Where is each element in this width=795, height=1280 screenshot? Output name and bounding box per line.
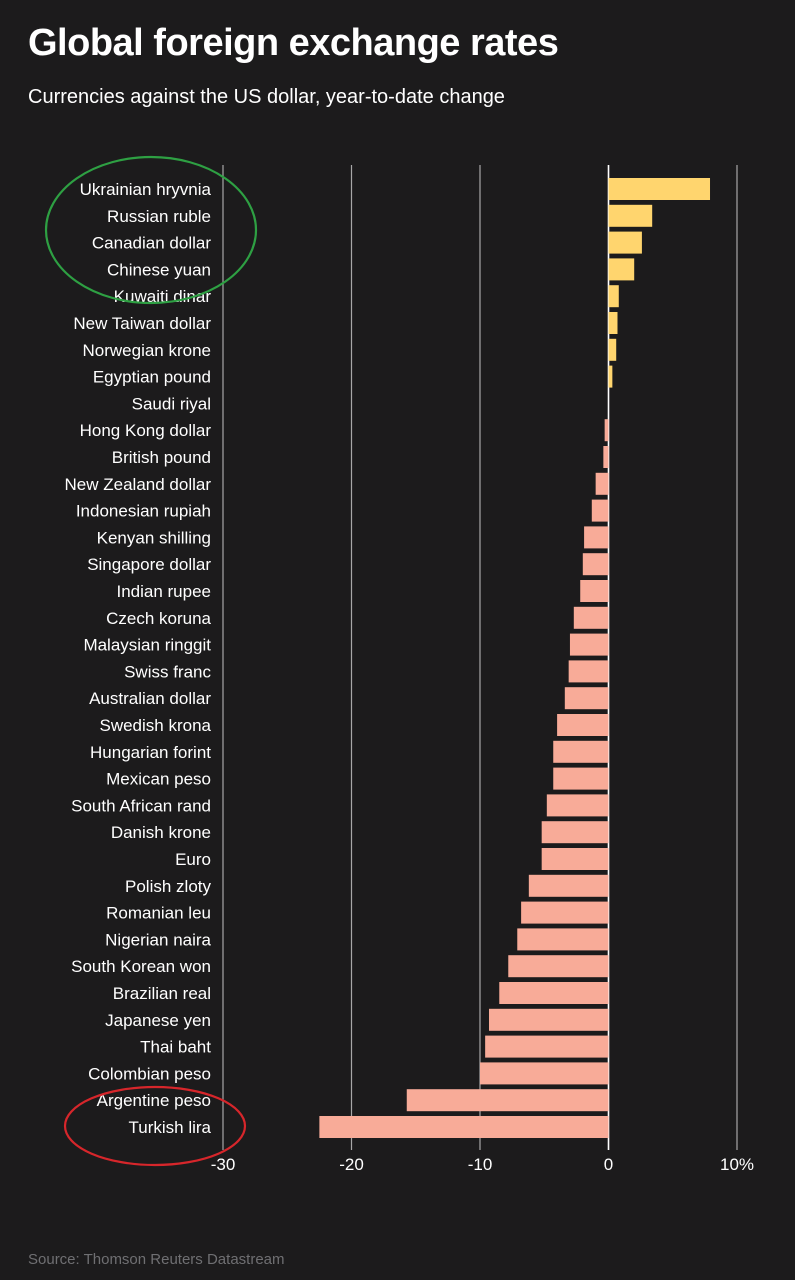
bar (499, 982, 609, 1004)
bar (573, 606, 609, 629)
bar (608, 258, 635, 281)
category-label: Nigerian naira (105, 930, 211, 949)
bar (608, 285, 619, 308)
bar (584, 526, 609, 549)
bars (319, 178, 711, 1138)
category-label: Australian dollar (89, 689, 211, 708)
category-label: Norwegian krone (82, 341, 211, 360)
category-label: Colombian peso (88, 1064, 211, 1083)
x-tick-label: -10 (468, 1155, 493, 1174)
bar (521, 901, 609, 924)
category-label: Euro (175, 850, 211, 869)
gridlines (222, 165, 738, 1150)
category-label: New Zealand dollar (65, 475, 212, 494)
category-label: Turkish lira (129, 1118, 212, 1137)
category-label: Ukrainian hryvnia (80, 180, 212, 199)
chart-subtitle: Currencies against the US dollar, year-t… (28, 86, 505, 108)
bar (591, 499, 609, 522)
bar (546, 794, 609, 817)
category-label: South African rand (71, 796, 211, 815)
source-note: Source: Thomson Reuters Datastream (28, 1251, 285, 1268)
category-label: Mexican peso (106, 770, 211, 789)
bar (569, 633, 609, 656)
category-label: Singapore dollar (87, 555, 211, 574)
bar (608, 312, 618, 334)
category-label: Swiss franc (124, 662, 211, 681)
category-label: Russian ruble (107, 207, 211, 226)
category-label: British pound (112, 448, 211, 467)
bar (541, 848, 609, 870)
bar (564, 687, 609, 710)
category-label: New Taiwan dollar (73, 314, 211, 333)
bar (406, 1089, 609, 1112)
bar (517, 928, 609, 951)
category-label: Canadian dollar (92, 234, 211, 253)
category-label: South Korean won (71, 957, 211, 976)
bar (608, 178, 711, 200)
bar (608, 338, 617, 361)
bar (480, 1062, 609, 1085)
category-label: Romanian leu (106, 904, 211, 923)
x-tick-label: 10% (720, 1155, 754, 1174)
bar (553, 740, 609, 763)
bar (568, 660, 609, 683)
category-label: Swedish krona (99, 716, 211, 735)
bar (595, 472, 609, 495)
bar (528, 874, 609, 897)
chart-title: Global foreign exchange rates (28, 22, 559, 64)
category-label: Indonesian rupiah (76, 502, 211, 521)
bar (604, 419, 609, 442)
category-label: Egyptian pound (93, 368, 211, 387)
bar (553, 767, 609, 790)
category-labels: Ukrainian hryvnia Russian ruble Canadian d… (65, 180, 212, 1137)
annotations (44, 155, 258, 1167)
bar (541, 821, 609, 844)
red-highlight-ellipse (63, 1085, 247, 1167)
bar (608, 231, 642, 254)
x-tick-label: -30 (211, 1155, 236, 1174)
bar (608, 204, 653, 227)
x-tick-label: 0 (604, 1155, 613, 1174)
bar (319, 1116, 609, 1138)
x-axis-tick-labels: -30 -20 -10 0 10% (211, 1155, 754, 1174)
bar (488, 1008, 609, 1031)
bar (582, 553, 609, 576)
category-label: Argentine peso (97, 1091, 211, 1110)
bar (485, 1035, 609, 1058)
category-label: Chinese yuan (107, 260, 211, 279)
category-label: Thai baht (140, 1038, 211, 1057)
category-label: Japanese yen (105, 1011, 211, 1030)
category-label: Danish krone (111, 823, 211, 842)
category-label: Polish zloty (125, 877, 211, 896)
green-highlight-ellipse (44, 155, 258, 305)
category-label: Hong Kong dollar (80, 421, 212, 440)
category-label: Czech koruna (106, 609, 211, 628)
x-tick-label: -20 (339, 1155, 364, 1174)
category-label: Hungarian forint (90, 743, 211, 762)
category-label: Kenyan shilling (97, 528, 211, 547)
category-label: Brazilian real (113, 984, 211, 1003)
bar (580, 580, 609, 602)
category-label: Saudi riyal (132, 394, 211, 413)
bar (608, 365, 613, 388)
category-label: Malaysian ringgit (83, 636, 211, 655)
bar (603, 446, 609, 468)
bar (508, 955, 609, 978)
bar (557, 714, 609, 736)
category-label: Indian rupee (116, 582, 211, 601)
